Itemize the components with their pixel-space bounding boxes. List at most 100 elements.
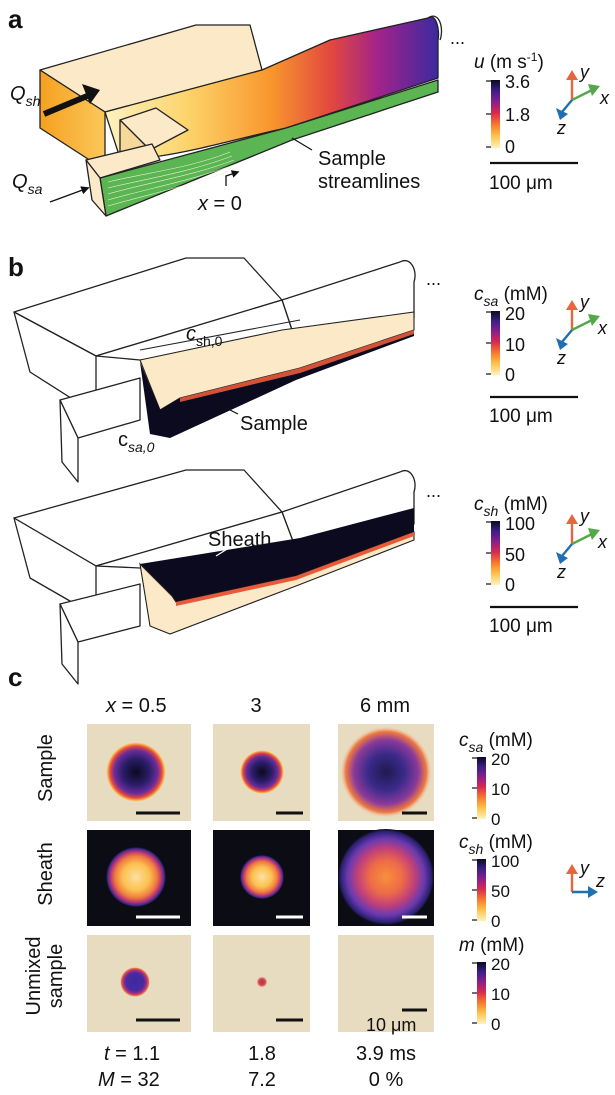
panel-c-axis-z: z — [595, 871, 605, 891]
panel-b-top-ellipsis: ... — [426, 269, 441, 289]
panel-a-axis-z: z — [556, 118, 566, 138]
panel-c: c x = 0.5 3 6 mm Sample Sheath Unmixed s… — [8, 662, 605, 1091]
panel-c-mixing-2: 7.2 — [248, 1069, 276, 1091]
panel-b-top-colorbar-title: csa (mM) — [474, 284, 548, 309]
panel-c-mixing-3: 0 % — [369, 1069, 404, 1091]
panel-a-ellipsis: ... — [450, 28, 465, 48]
panel-c-colorbar-sheath-tick-max: 100 — [491, 852, 519, 871]
panel-c-colorbar-unmixed-tick-min: 0 — [491, 1015, 500, 1034]
panel-b-top-csh0: csh,0 — [186, 323, 223, 349]
panel-c-col-header-3: 6 mm — [360, 695, 410, 717]
panel-c-row-label-sample: Sample — [35, 734, 57, 802]
panel-c-colorbar-sample — [477, 757, 486, 819]
panel-b-bottom-colorbar-ticks — [486, 521, 491, 585]
panel-b-bottom-colorbar-tick-min: 0 — [505, 575, 515, 595]
panel-b-bottom-sheath-pointer — [215, 545, 233, 557]
panel-c-scalebar-label: 10 μm — [366, 1015, 416, 1035]
panel-c-colorbar-unmixed — [477, 962, 486, 1024]
panel-b-bottom: Sheath ... csh (mM) 100 50 0 y x z 100 μ… — [13, 469, 608, 685]
panel-a-colorbar-tick-max: 3.6 — [505, 72, 530, 92]
panel-c-spot-sheath-3 — [338, 829, 434, 925]
panel-c-colorbar-sample-tick-max: 20 — [491, 750, 510, 769]
panel-c-row-sheath — [87, 829, 434, 926]
panel-a-colorbar-tick-mid: 1.8 — [505, 105, 530, 125]
panel-b-top-colorbar-tick-max: 20 — [505, 304, 525, 324]
panel-c-colorbar-unmixed-tick-max: 20 — [491, 955, 510, 974]
panel-b-bottom-axis-y: y — [578, 506, 590, 526]
panel-a-x0-label: x = 0 — [197, 193, 242, 215]
panel-c-time-1: t = 1.1 — [104, 1043, 160, 1065]
panel-c-row-label-unmixed-2: sample — [45, 944, 67, 1008]
panel-b-top-interface — [180, 330, 414, 402]
panel-c-colorbar-sheath-tick-min: 0 — [491, 912, 500, 931]
panel-b-bottom-axis-x: x — [597, 532, 608, 552]
panel-c-letter: c — [8, 662, 22, 692]
panel-b-top-axis-z: z — [556, 348, 566, 368]
panel-b-bottom-scalebar-label: 100 μm — [489, 616, 553, 637]
panel-b-top-axes-triad: y x z — [556, 292, 608, 368]
panel-b-top: b csh,0 csa,0 Sample ... csa (mM) 20 10 … — [8, 252, 608, 483]
panel-c-spot-sample-1 — [106, 742, 166, 802]
panel-a-qsa-label: Qsa — [12, 171, 43, 197]
panel-b-top-colorbar-tick-mid: 10 — [505, 335, 525, 355]
panel-b-top-axis-x: x — [597, 318, 608, 338]
panel-c-mixing-1: M = 32 — [98, 1069, 160, 1091]
panel-a-colorbar — [491, 80, 500, 148]
panel-b-top-axis-y: y — [578, 292, 590, 312]
panel-b-bottom-sheath-region — [140, 508, 414, 602]
panel-c-tile-unmixed-3 — [338, 935, 434, 1032]
panel-c-colorbar-sample-tick-min: 0 — [491, 810, 500, 829]
panel-a-qsh-label: Qsh — [10, 83, 41, 109]
panel-c-spot-sheath-1 — [106, 847, 166, 907]
panel-b-top-edge — [139, 319, 301, 351]
panel-c-time-3: 3.9 ms — [356, 1043, 416, 1065]
panel-c-spot-unmixed-1 — [120, 967, 150, 997]
panel-c-spot-sheath-2 — [240, 855, 284, 899]
panel-c-row-label-sheath: Sheath — [35, 842, 57, 905]
panel-b-bottom-interface — [176, 532, 414, 606]
panel-a-axes-triad: y x z — [556, 62, 610, 138]
panel-b-top-colorbar-tick-min: 0 — [505, 365, 515, 385]
panel-c-row-unmixed: 10 μm — [87, 935, 434, 1035]
panel-a-streamline-bundle — [107, 151, 239, 207]
panel-a-axis-y: y — [578, 62, 590, 82]
panel-a-qsa-arrow — [49, 186, 90, 203]
panel-a-colorbar-ticks — [486, 80, 491, 148]
panel-b-bottom-colorbar-tick-mid: 50 — [505, 545, 525, 565]
panel-c-spot-unmixed-2 — [256, 976, 268, 988]
panel-b-top-colorbar — [491, 311, 500, 375]
panel-b-top-sample-pointer — [217, 403, 239, 415]
panel-c-colorbar-unmixed-title: m (mM) — [459, 935, 524, 956]
panel-b-letter: b — [8, 252, 24, 282]
panel-c-row-label-unmixed-1: Unmixed — [23, 937, 45, 1016]
panel-c-col-header-2: 3 — [250, 695, 261, 717]
panel-b-bottom-colorbar-tick-max: 100 — [505, 514, 535, 534]
panel-c-row-sample — [87, 724, 434, 821]
panel-b-bottom-axis-z: z — [556, 562, 566, 582]
panel-a-x0-marker — [225, 170, 240, 186]
panel-c-colorbar-sample-ticks — [472, 757, 477, 819]
panel-a-streamlines-pointer — [291, 137, 313, 151]
panel-c-col-header-1: x = 0.5 — [105, 695, 167, 717]
panel-c-colorbar-sample-tick-mid: 10 — [491, 780, 510, 799]
panel-a-qsh-arrow — [42, 91, 94, 117]
panel-b-top-colorbar-ticks — [486, 311, 491, 375]
panel-b-bottom-colorbar — [491, 521, 500, 585]
panel-a-letter: a — [8, 4, 23, 34]
panel-c-time-2: 1.8 — [248, 1043, 276, 1065]
panel-c-colorbar-sample-title: csa (mM) — [459, 730, 533, 755]
panel-a-qsh-arrowhead — [82, 84, 100, 104]
panel-c-axis-y: y — [578, 858, 590, 878]
panel-b-top-csa0: csa,0 — [118, 429, 155, 455]
panel-b-bottom-ellipsis: ... — [426, 481, 441, 501]
panel-a-scalebar-label: 100 μm — [489, 173, 553, 194]
panel-c-spot-sample-3 — [340, 726, 432, 818]
panel-c-spot-sample-2 — [240, 750, 284, 794]
panel-a: a — [8, 4, 610, 217]
panel-b-top-sample-label: Sample — [240, 413, 308, 435]
panel-c-colorbar-sheath-ticks — [472, 859, 477, 921]
panel-c-colorbar-sheath-tick-mid: 50 — [491, 882, 510, 901]
panel-c-axes-triad: y z — [566, 858, 605, 898]
panel-b-bottom-axes-triad: y x z — [556, 506, 608, 582]
